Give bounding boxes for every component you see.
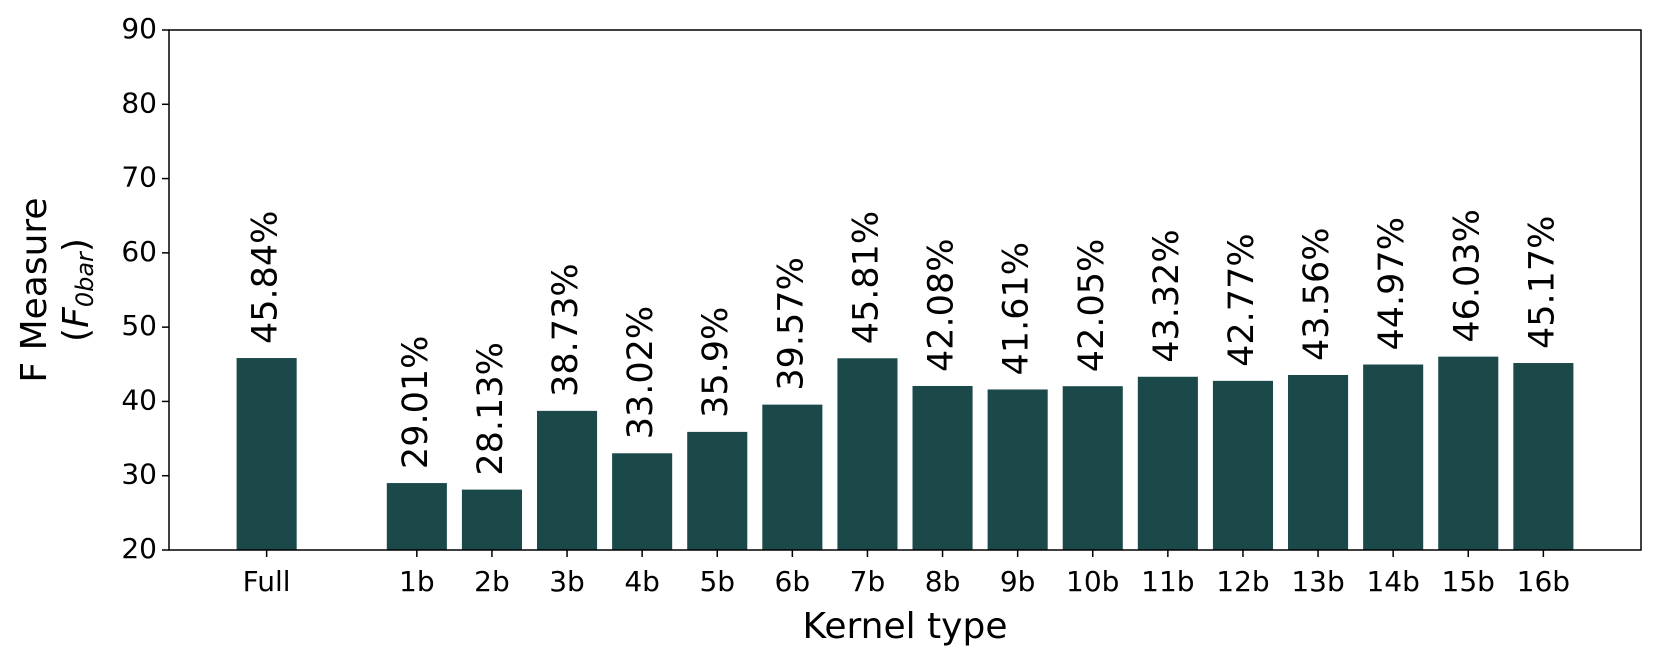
y-tick-label: 60 (121, 235, 157, 268)
paren-open: ( (56, 328, 97, 342)
value-label: 38.73% (546, 263, 586, 396)
value-label: 44.97% (1372, 217, 1412, 350)
bar (537, 410, 598, 550)
x-tick-label: 13b (1291, 565, 1344, 598)
x-tick-label: 14b (1366, 565, 1419, 598)
x-tick-label: 7b (850, 565, 886, 598)
value-label: 42.77% (1222, 233, 1262, 366)
bar (837, 358, 898, 550)
y-tick-label: 90 (121, 12, 157, 45)
bar (1212, 380, 1273, 550)
bar (612, 453, 673, 550)
bar (762, 404, 823, 550)
y-tick-label: 70 (121, 161, 157, 194)
bar (1438, 356, 1499, 550)
bar (1513, 363, 1574, 550)
y-axis-label: F Measure (14, 197, 55, 382)
x-tick-label: 8b (925, 565, 961, 598)
x-tick-label: 9b (1000, 565, 1036, 598)
x-axis-label: Kernel type (803, 606, 1008, 647)
value-label: 45.81% (846, 211, 886, 344)
value-label: 35.9% (696, 307, 736, 418)
bar (912, 385, 973, 550)
y-tick-label: 50 (121, 309, 157, 342)
x-tick-label: 12b (1216, 565, 1269, 598)
value-label: 42.05% (1072, 239, 1112, 372)
bar (386, 483, 447, 550)
value-label: 41.61% (997, 242, 1037, 375)
bar (1137, 376, 1198, 550)
y-tick-label: 20 (121, 532, 157, 565)
x-tick-label: 6b (775, 565, 811, 598)
value-label: 45.84% (246, 211, 286, 344)
value-label: 43.56% (1297, 228, 1337, 361)
x-tick-label: 15b (1442, 565, 1495, 598)
y-axis-label-symbol: (F0bar) (56, 238, 99, 342)
value-label: 42.08% (922, 239, 962, 372)
value-label: 29.01% (396, 336, 436, 469)
x-tick-label: 5b (699, 565, 735, 598)
bar (1288, 374, 1349, 550)
bar (687, 431, 748, 550)
x-tick-label: 10b (1066, 565, 1119, 598)
y-tick-label: 30 (121, 458, 157, 491)
value-label: 39.57% (771, 257, 811, 390)
bar (987, 389, 1048, 550)
subscript: 0bar (71, 250, 99, 307)
value-label: 46.03% (1447, 209, 1487, 342)
x-tick-label: 16b (1517, 565, 1570, 598)
paren-close: ) (56, 238, 97, 252)
value-label: 33.02% (621, 306, 661, 439)
symbol: F (56, 306, 97, 328)
plot-frame (168, 29, 1642, 551)
bar (1062, 386, 1123, 550)
x-tick-label: Full (243, 565, 291, 598)
value-label: 45.17% (1522, 216, 1562, 349)
value-label: 28.13% (471, 342, 511, 475)
x-tick-label: 2b (474, 565, 510, 598)
bar (236, 358, 297, 550)
bar (1363, 364, 1424, 550)
bar (461, 489, 522, 550)
x-tick-label: 1b (399, 565, 435, 598)
value-label: 43.32% (1147, 229, 1187, 362)
x-tick-label: 3b (549, 565, 585, 598)
x-tick-label: 11b (1141, 565, 1194, 598)
y-tick-label: 40 (121, 383, 157, 416)
x-tick-label: 4b (624, 565, 660, 598)
y-tick-label: 80 (121, 86, 157, 119)
